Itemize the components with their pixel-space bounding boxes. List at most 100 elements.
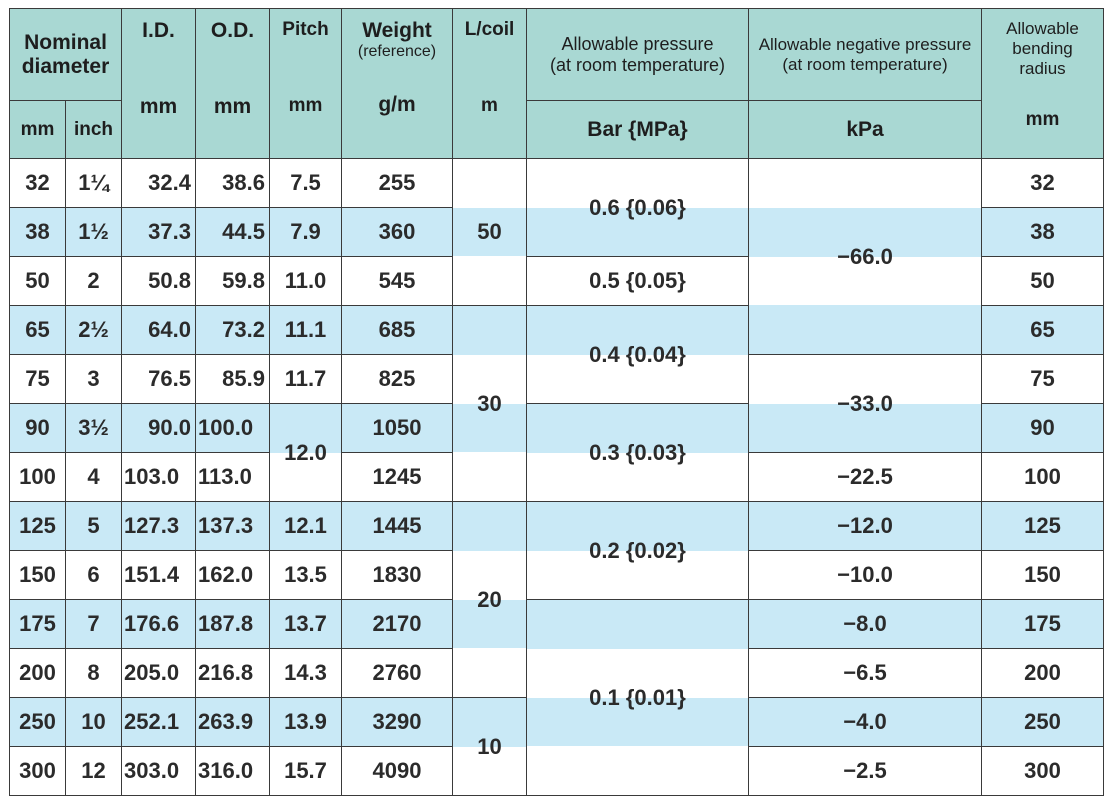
cell-negative-4: −12.0 [748,501,982,551]
cell-pressure-5: 0.2 {0.02} [526,501,749,600]
cell-weight: 2760 [341,648,453,698]
cell-weight: 545 [341,256,453,306]
pitch-value: 12.0 [284,439,327,465]
cell-od: 137.3 [195,501,270,551]
cell-id: 127.3 [121,501,196,551]
cell-pitch: 7.9 [269,207,342,257]
cell-lcoil-group-4: 10 [452,697,527,796]
cell-id: 303.0 [121,746,196,796]
cell-lcoil-group-3: 20 [452,501,527,698]
header-unit-pressure: Bar {MPa} [526,100,749,159]
header-allowable-pressure-label: Allowable pressure [561,33,714,54]
header-allowable-negative-pressure: Allowable negative pressure (at room tem… [748,8,982,101]
cell-mm: 125 [9,501,66,551]
cell-od: 59.8 [195,256,270,306]
cell-inch: 1½ [65,207,122,257]
header-weight: Weight (reference) g/m [341,8,453,159]
cell-bend: 175 [981,599,1104,649]
header-weight-label: Weight [362,19,432,42]
cell-inch: 3½ [65,403,122,453]
cell-bend: 90 [981,403,1104,453]
cell-id: 64.0 [121,305,196,355]
cell-od: 85.9 [195,354,270,404]
cell-mm: 175 [9,599,66,649]
cell-id: 103.0 [121,452,196,502]
table-row: 50 2 50.8 59.8 11.0 545 0.5 {0.05} 50 [9,256,1104,306]
cell-bend: 250 [981,697,1104,747]
cell-mm: 38 [9,207,66,257]
negative-value: −33.0 [837,390,893,416]
cell-weight: 360 [341,207,453,257]
hose-spec-table: Nominal diameter I.D. mm O.D. mm Pitch m… [9,8,1104,796]
cell-weight: 2170 [341,599,453,649]
cell-pressure-4: 0.3 {0.03} [526,403,749,502]
cell-od: 100.0 [195,403,270,453]
cell-pitch: 13.9 [269,697,342,747]
header-lcoil: L/coil m [452,8,527,159]
header-pitch-label: Pitch [282,19,329,40]
cell-bend: 50 [981,256,1104,306]
cell-mm: 75 [9,354,66,404]
cell-id: 176.6 [121,599,196,649]
cell-id: 32.4 [121,158,196,208]
header-pitch: Pitch mm [269,8,342,159]
cell-weight: 825 [341,354,453,404]
cell-negative-9: −2.5 [748,746,982,796]
cell-mm: 50 [9,256,66,306]
cell-weight: 1245 [341,452,453,502]
pressure-value: 0.2 {0.02} [589,537,686,563]
cell-inch: 4 [65,452,122,502]
table-row: 200 8 205.0 216.8 14.3 2760 −6.5 200 [9,648,1104,698]
cell-weight: 3290 [341,697,453,747]
pressure-value: 0.4 {0.04} [589,341,686,367]
pressure-value: 0.3 {0.03} [589,439,686,465]
cell-pitch: 11.7 [269,354,342,404]
lcoil-value: 10 [477,733,502,759]
cell-mm: 100 [9,452,66,502]
lcoil-value: 20 [477,586,502,612]
cell-inch: 3 [65,354,122,404]
cell-pressure-3: 0.4 {0.04} [526,305,749,404]
cell-pitch: 11.1 [269,305,342,355]
cell-bend: 75 [981,354,1104,404]
cell-inch: 12 [65,746,122,796]
header-bending-radius-label: Allowable bending radius [1006,19,1079,78]
header-bending-radius-unit: mm [1025,109,1060,130]
cell-pitch: 11.0 [269,256,342,306]
cell-bend: 100 [981,452,1104,502]
cell-pitch: 13.5 [269,550,342,600]
cell-pressure-6: 0.1 {0.01} [526,599,749,796]
table-row: 38 1½ 37.3 44.5 7.9 360 38 [9,207,1104,257]
header-nominal-diameter: Nominal diameter [9,8,122,101]
cell-negative-2: −33.0 [748,354,982,453]
cell-inch: 8 [65,648,122,698]
header-allowable-pressure-sub: (at room temperature) [549,54,726,75]
header-pitch-unit: mm [288,95,323,116]
cell-mm: 200 [9,648,66,698]
table-row: 125 5 127.3 137.3 12.1 1445 20 0.2 {0.02… [9,501,1104,698]
cell-bend: 32 [981,158,1104,208]
lcoil-value: 30 [477,390,502,416]
table-row: 32 1¼ 32.4 38.6 7.5 255 50 0.6 {0.06} −6… [9,158,1104,355]
cell-negative-8: −4.0 [748,697,982,747]
pressure-value: 0.6 {0.06} [589,194,686,220]
cell-mm: 32 [9,158,66,208]
cell-od: 162.0 [195,550,270,600]
cell-id: 37.3 [121,207,196,257]
cell-pitch: 7.5 [269,158,342,208]
pressure-value: 0.1 {0.01} [589,684,686,710]
header-od-label: O.D. [210,19,255,42]
cell-pressure-2: 0.5 {0.05} [526,256,749,306]
cell-od: 316.0 [195,746,270,796]
cell-weight: 1050 [341,403,453,453]
header-allowable-negative-pressure-label: Allowable negative pressure [758,34,972,54]
header-weight-sub: (reference) [357,43,437,60]
header-unit-negative: kPa [748,100,982,159]
cell-mm: 150 [9,550,66,600]
cell-pitch: 13.7 [269,599,342,649]
header-allowable-pressure: Allowable pressure (at room temperature) [526,8,749,101]
cell-id: 205.0 [121,648,196,698]
cell-od: 263.9 [195,697,270,747]
spec-table-wrapper: Nominal diameter I.D. mm O.D. mm Pitch m… [9,8,1104,796]
cell-inch: 6 [65,550,122,600]
